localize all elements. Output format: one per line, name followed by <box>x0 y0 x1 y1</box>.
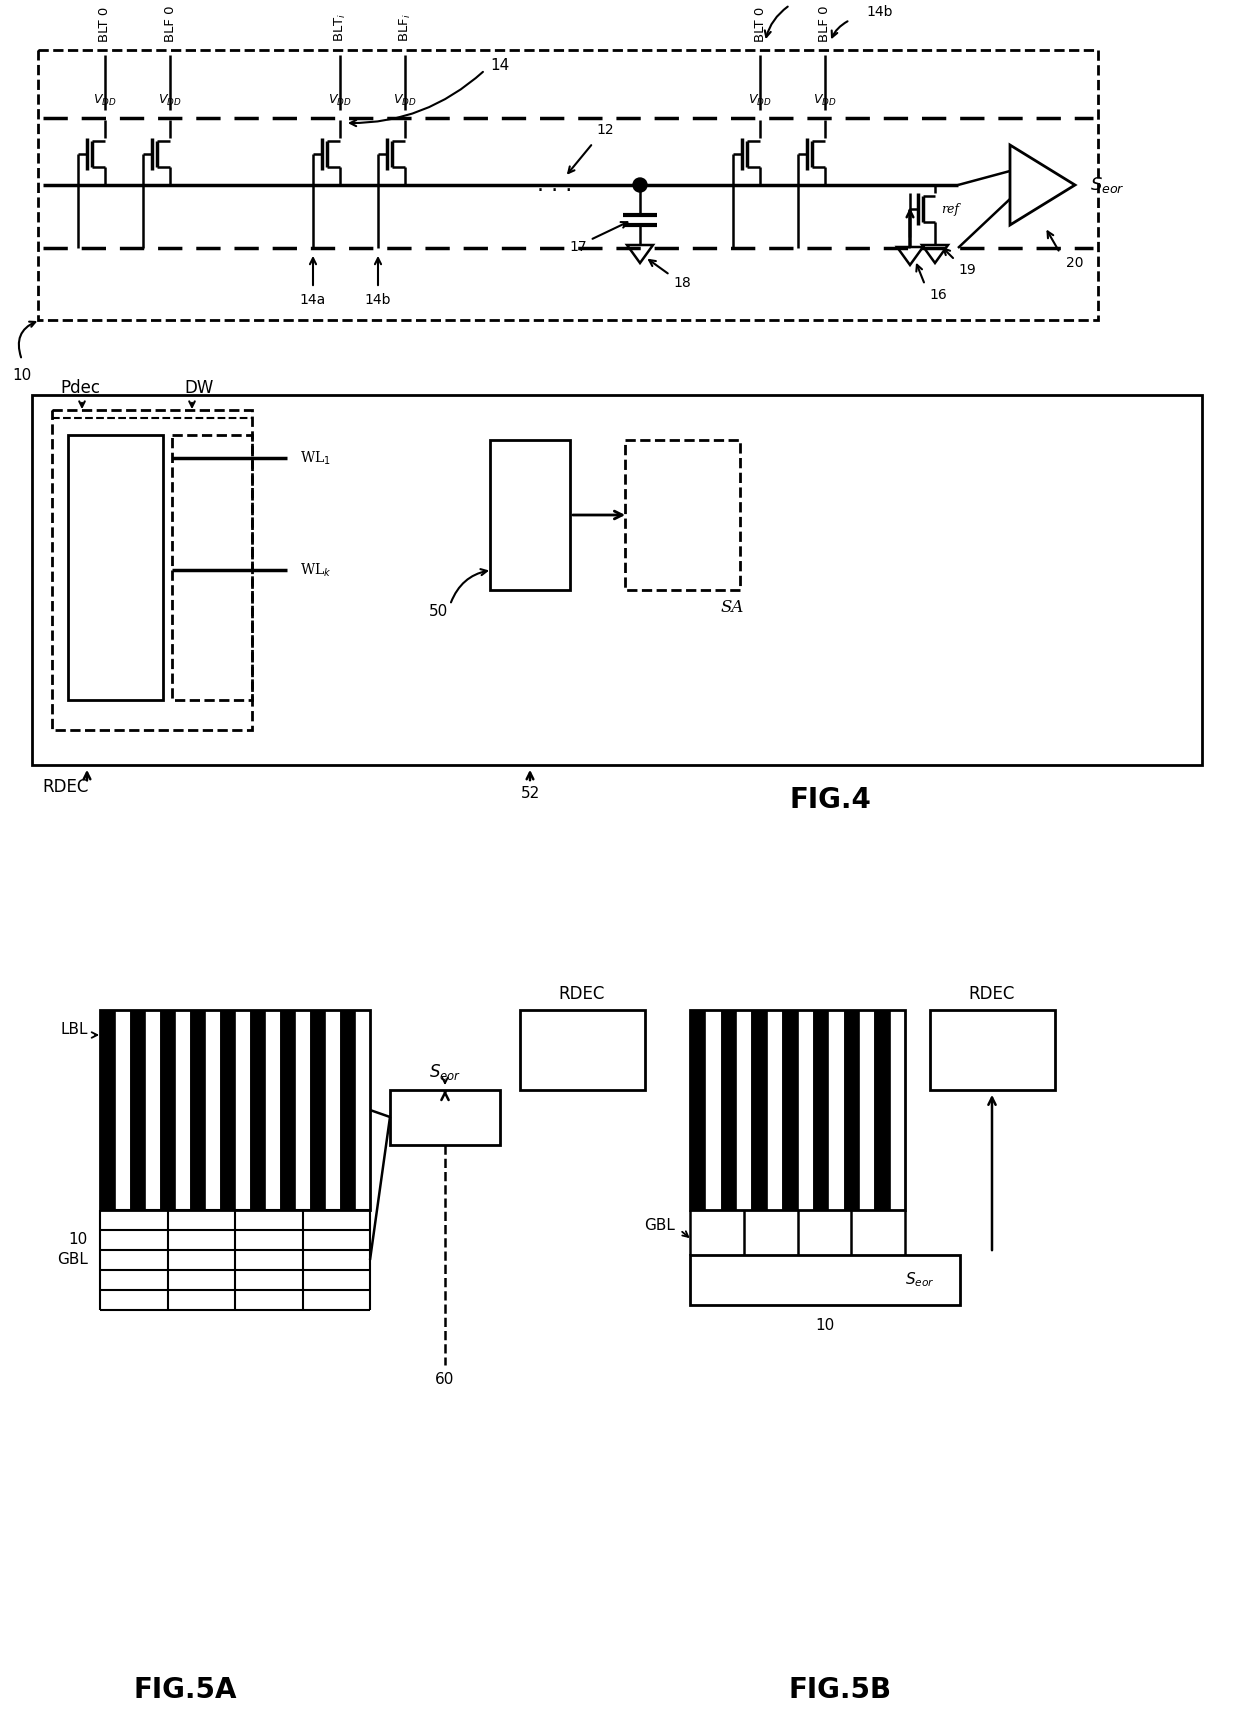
Text: Pdec: Pdec <box>60 378 100 397</box>
Text: RDEC: RDEC <box>968 984 1016 1003</box>
Bar <box>813 1010 828 1210</box>
Text: 18: 18 <box>673 276 691 289</box>
Bar <box>930 1010 1055 1091</box>
Text: BLF 0: BLF 0 <box>164 5 176 43</box>
Text: GBL: GBL <box>57 1253 88 1267</box>
Text: BLT 0: BLT 0 <box>98 7 112 43</box>
Bar <box>340 1010 355 1210</box>
Text: ref: ref <box>941 202 959 216</box>
Bar <box>52 409 252 729</box>
Text: $V_{DD}$: $V_{DD}$ <box>159 92 182 108</box>
Bar <box>737 1010 751 1210</box>
Bar <box>160 1010 175 1210</box>
Bar <box>310 1010 325 1210</box>
Text: 14b: 14b <box>867 5 893 19</box>
Bar <box>38 50 1097 320</box>
Text: 14b: 14b <box>365 293 392 306</box>
Text: RDEC: RDEC <box>559 984 605 1003</box>
Text: 20: 20 <box>1066 257 1084 270</box>
Text: $V_{DD}$: $V_{DD}$ <box>93 92 117 108</box>
Bar <box>219 1010 236 1210</box>
Text: WL$_1$: WL$_1$ <box>300 449 331 467</box>
Bar <box>490 440 570 591</box>
Bar <box>250 1010 265 1210</box>
Text: 17: 17 <box>569 240 587 253</box>
Text: 60: 60 <box>435 1373 455 1387</box>
Text: 52: 52 <box>521 786 539 801</box>
Text: 12: 12 <box>596 123 614 137</box>
Bar <box>325 1010 340 1210</box>
Bar <box>797 1010 813 1210</box>
Bar <box>874 1010 889 1210</box>
Text: 16: 16 <box>929 288 947 301</box>
Text: FIG.5B: FIG.5B <box>789 1676 892 1703</box>
Text: 14a: 14a <box>807 0 833 2</box>
Circle shape <box>632 178 647 192</box>
Bar <box>751 1010 766 1210</box>
Text: $V_{DD}$: $V_{DD}$ <box>393 92 417 108</box>
Bar <box>175 1010 190 1210</box>
Text: $S_{eor}$: $S_{eor}$ <box>429 1061 461 1082</box>
Bar <box>130 1010 145 1210</box>
Text: SA: SA <box>720 599 744 616</box>
Text: DW: DW <box>184 378 213 397</box>
Bar <box>520 1010 645 1091</box>
Bar <box>391 1091 500 1145</box>
Bar <box>172 435 252 700</box>
Bar <box>190 1010 205 1210</box>
Text: 50: 50 <box>428 604 448 620</box>
Bar <box>100 1010 115 1210</box>
Bar <box>843 1010 859 1210</box>
Text: FIG.5A: FIG.5A <box>133 1676 237 1703</box>
Bar <box>706 1010 720 1210</box>
Bar <box>115 1010 130 1210</box>
Text: 19: 19 <box>959 264 976 277</box>
Bar <box>100 1010 370 1210</box>
Text: $V_{DD}$: $V_{DD}$ <box>813 92 837 108</box>
Bar <box>889 1010 905 1210</box>
Text: 14: 14 <box>490 58 510 72</box>
Text: $S_{eor}$: $S_{eor}$ <box>905 1270 935 1289</box>
Bar <box>68 435 162 700</box>
Bar <box>720 1010 737 1210</box>
Bar <box>205 1010 219 1210</box>
Text: FIG.4: FIG.4 <box>789 786 870 813</box>
Text: RDEC: RDEC <box>42 777 88 796</box>
Bar <box>145 1010 160 1210</box>
Text: 14a: 14a <box>300 293 326 306</box>
Text: $S_{eor}$: $S_{eor}$ <box>1090 175 1125 195</box>
Text: 10: 10 <box>68 1233 88 1248</box>
Text: WL$_k$: WL$_k$ <box>300 562 331 579</box>
Bar <box>280 1010 295 1210</box>
Bar <box>625 440 740 591</box>
Bar <box>295 1010 310 1210</box>
Text: BLF$_i$: BLF$_i$ <box>398 14 413 43</box>
Text: 10: 10 <box>816 1318 835 1332</box>
Bar <box>355 1010 370 1210</box>
Bar <box>828 1010 843 1210</box>
Text: $V_{DD}$: $V_{DD}$ <box>329 92 352 108</box>
Bar <box>265 1010 280 1210</box>
Bar <box>859 1010 874 1210</box>
Text: GBL: GBL <box>644 1217 675 1233</box>
Text: BLF 0: BLF 0 <box>818 5 832 43</box>
Text: BLT$_i$: BLT$_i$ <box>332 12 347 43</box>
Bar <box>766 1010 782 1210</box>
Bar <box>782 1010 797 1210</box>
Bar <box>689 1010 905 1210</box>
Bar <box>689 1010 706 1210</box>
Bar <box>236 1010 250 1210</box>
Bar <box>689 1255 960 1305</box>
Text: BLT 0: BLT 0 <box>754 7 766 43</box>
Text: LBL: LBL <box>61 1022 88 1037</box>
Text: 10: 10 <box>12 368 32 382</box>
Text: $V_{DD}$: $V_{DD}$ <box>748 92 771 108</box>
Text: . . .: . . . <box>537 175 573 195</box>
Bar <box>32 395 1202 765</box>
